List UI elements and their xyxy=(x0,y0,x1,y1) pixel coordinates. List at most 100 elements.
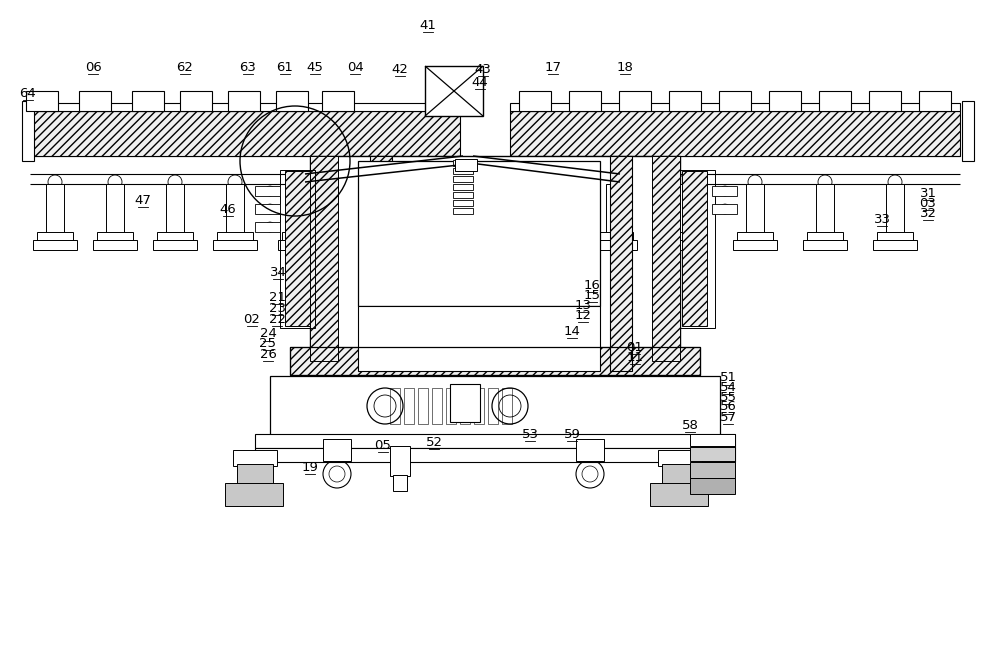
Bar xyxy=(255,204,280,214)
Bar xyxy=(270,376,720,436)
Bar xyxy=(418,388,428,424)
Text: 11: 11 xyxy=(626,351,644,364)
Bar xyxy=(393,475,407,491)
Bar xyxy=(597,232,633,240)
Bar xyxy=(93,240,137,250)
Bar xyxy=(690,447,735,461)
Bar xyxy=(576,439,604,461)
Bar xyxy=(97,232,133,240)
Text: 57: 57 xyxy=(720,411,736,424)
Bar xyxy=(255,186,280,196)
Bar xyxy=(432,388,442,424)
Bar xyxy=(527,232,563,240)
Text: 06: 06 xyxy=(85,61,101,74)
Bar xyxy=(652,156,680,361)
Bar xyxy=(816,184,834,234)
Bar xyxy=(30,103,460,111)
Bar xyxy=(291,184,309,234)
Text: 47: 47 xyxy=(135,194,151,207)
Bar xyxy=(237,464,273,484)
Text: 19: 19 xyxy=(302,461,318,474)
Bar xyxy=(663,240,707,250)
Bar xyxy=(370,156,392,371)
Bar xyxy=(22,101,34,161)
Bar xyxy=(255,448,735,462)
Bar xyxy=(132,91,164,111)
Bar xyxy=(667,232,703,240)
Text: 02: 02 xyxy=(244,313,260,326)
Text: 32: 32 xyxy=(920,207,936,220)
Text: 05: 05 xyxy=(375,439,391,452)
Bar xyxy=(453,184,473,190)
Text: 64: 64 xyxy=(20,87,36,100)
Bar xyxy=(390,446,410,476)
Bar xyxy=(180,91,212,111)
Text: 56: 56 xyxy=(720,401,736,413)
Bar xyxy=(619,91,651,111)
Bar xyxy=(322,91,354,111)
Bar xyxy=(769,91,801,111)
Bar xyxy=(593,240,637,250)
Bar xyxy=(453,192,473,198)
Bar xyxy=(474,388,484,424)
Bar xyxy=(886,184,904,234)
Text: 22: 22 xyxy=(268,313,286,326)
Bar xyxy=(569,91,601,111)
Bar xyxy=(690,462,735,478)
Bar xyxy=(662,464,698,484)
Text: 51: 51 xyxy=(720,371,736,384)
Bar xyxy=(712,204,737,214)
Bar xyxy=(228,91,260,111)
Bar xyxy=(962,101,974,161)
Bar xyxy=(225,483,283,506)
Bar xyxy=(153,240,197,250)
Text: 34: 34 xyxy=(270,266,286,279)
Bar xyxy=(650,483,708,506)
Bar xyxy=(719,91,751,111)
Text: 58: 58 xyxy=(682,419,698,432)
Bar xyxy=(606,184,624,234)
Bar xyxy=(453,200,473,206)
Text: 16: 16 xyxy=(584,279,600,292)
Bar xyxy=(450,384,480,422)
Bar xyxy=(669,91,701,111)
Text: 59: 59 xyxy=(564,428,580,441)
Bar xyxy=(536,184,554,234)
Text: 15: 15 xyxy=(584,289,600,302)
Text: 31: 31 xyxy=(920,187,936,200)
Bar xyxy=(488,388,498,424)
Bar xyxy=(30,111,460,156)
Text: 41: 41 xyxy=(420,19,436,32)
Bar xyxy=(453,168,473,174)
Bar xyxy=(658,450,702,466)
Bar xyxy=(737,232,773,240)
Text: 21: 21 xyxy=(268,291,286,304)
Bar xyxy=(33,240,77,250)
Bar xyxy=(280,170,315,328)
Text: 33: 33 xyxy=(874,213,891,226)
Bar xyxy=(157,232,193,240)
Text: 62: 62 xyxy=(177,61,193,74)
Text: 12: 12 xyxy=(574,309,592,322)
Bar xyxy=(746,184,764,234)
Bar xyxy=(26,91,58,111)
Bar xyxy=(919,91,951,111)
Text: 44: 44 xyxy=(472,76,488,89)
Text: 18: 18 xyxy=(617,61,633,74)
Bar xyxy=(680,170,715,328)
Text: 25: 25 xyxy=(260,337,276,350)
Bar xyxy=(358,306,600,371)
Text: 43: 43 xyxy=(475,63,491,76)
Bar xyxy=(217,232,253,240)
Bar xyxy=(676,184,694,234)
Text: 14: 14 xyxy=(564,325,580,338)
Bar xyxy=(453,160,473,166)
Bar xyxy=(276,91,308,111)
Text: 23: 23 xyxy=(268,302,286,315)
Text: 54: 54 xyxy=(720,381,736,394)
Bar xyxy=(682,171,707,326)
Text: 55: 55 xyxy=(720,391,736,404)
Bar xyxy=(712,186,737,196)
Bar xyxy=(690,478,735,494)
Text: 04: 04 xyxy=(347,61,363,74)
